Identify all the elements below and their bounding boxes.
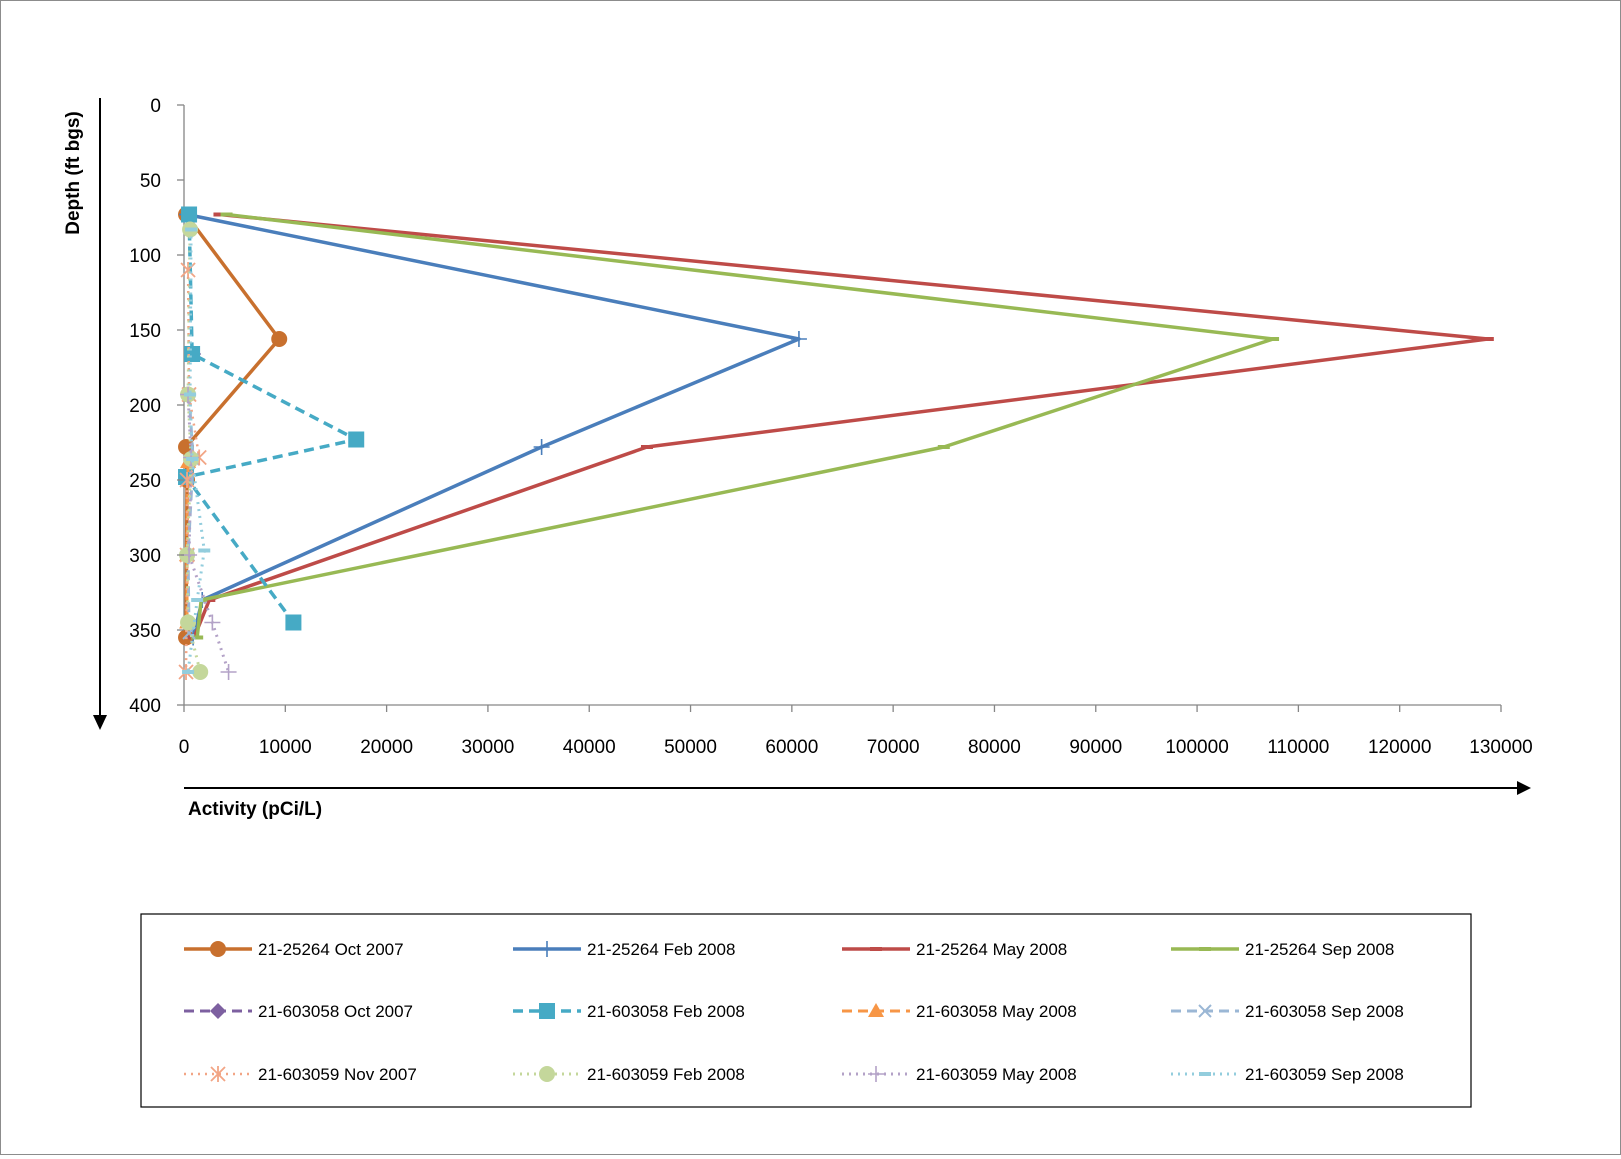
x-tick-label: 30000 bbox=[462, 737, 515, 758]
data-point bbox=[204, 614, 221, 631]
series-6 bbox=[178, 206, 365, 631]
data-point bbox=[180, 614, 197, 631]
x-tick-label: 90000 bbox=[1069, 737, 1122, 758]
x-tick-label: 110000 bbox=[1267, 737, 1329, 758]
x-tick-label: 120000 bbox=[1368, 737, 1431, 758]
series-line bbox=[195, 212, 1275, 638]
x-tick-label: 0 bbox=[179, 737, 190, 758]
series-3 bbox=[188, 212, 1494, 640]
legend-label: 21-25264 Sep 2008 bbox=[1245, 940, 1394, 959]
legend-marker bbox=[210, 1003, 226, 1019]
legend-label: 21-603059 May 2008 bbox=[916, 1065, 1077, 1084]
legend-box bbox=[140, 913, 1472, 1108]
legend-marker bbox=[539, 1066, 555, 1082]
y-tick-label: 400 bbox=[129, 696, 161, 717]
x-tick-label: 40000 bbox=[563, 737, 616, 758]
axis-arrows bbox=[93, 98, 1531, 795]
legend-label: 21-25264 Feb 2008 bbox=[587, 940, 735, 959]
legend-label: 21-25264 Oct 2007 bbox=[258, 940, 404, 959]
series-line bbox=[192, 212, 1490, 639]
legend-label: 21-603059 Feb 2008 bbox=[587, 1065, 745, 1084]
legend-marker bbox=[1198, 1004, 1212, 1018]
y-tick-label: 150 bbox=[129, 321, 161, 342]
y-tick-label: 0 bbox=[150, 96, 161, 117]
legend-label: 21-603059 Sep 2008 bbox=[1245, 1065, 1404, 1084]
legend-marker bbox=[539, 1003, 555, 1019]
data-point bbox=[181, 206, 198, 223]
legend-label: 21-603058 Sep 2008 bbox=[1245, 1002, 1404, 1021]
legend-marker bbox=[210, 1066, 226, 1082]
legend: 21-25264 Oct 2007 21-25264 Feb 2008 21-252… bbox=[140, 913, 1472, 1108]
series-4 bbox=[191, 212, 1280, 640]
legend-label: 21-603059 Nov 2007 bbox=[258, 1065, 417, 1084]
data-point bbox=[220, 664, 237, 680]
y-axis-title: Depth (ft bgs) bbox=[63, 111, 84, 234]
data-point bbox=[180, 262, 196, 278]
legend-marker bbox=[868, 1066, 884, 1082]
legend-marker bbox=[210, 941, 226, 957]
series-line bbox=[184, 213, 281, 638]
series-layer bbox=[178, 206, 1494, 680]
y-tick-labels: 0 50 100 150 200 250 300 350 400 bbox=[129, 96, 184, 717]
x-tick-label: 80000 bbox=[968, 737, 1021, 758]
legend-label: 21-603058 Oct 2007 bbox=[258, 1002, 413, 1021]
legend-entry: 21-603058 Feb 2008 bbox=[513, 1002, 745, 1021]
plot-area bbox=[183, 105, 1501, 706]
y-tick-label: 350 bbox=[129, 621, 161, 642]
y-tick-label: 300 bbox=[129, 546, 161, 567]
legend-entry: 21-25264 Sep 2008 bbox=[1171, 940, 1394, 959]
x-tick-label: 10000 bbox=[259, 737, 312, 758]
data-point bbox=[533, 439, 550, 455]
series-line bbox=[186, 394, 231, 673]
legend-entry: 21-603058 Oct 2007 bbox=[184, 1002, 413, 1021]
x-tick-label: 50000 bbox=[664, 737, 717, 758]
y-tick-label: 100 bbox=[129, 246, 161, 267]
data-point bbox=[348, 431, 365, 448]
x-tick-labels: 0 10000 20000 30000 40000 50000 60000 70000 8000… bbox=[179, 705, 1533, 758]
y-tick-label: 200 bbox=[129, 396, 161, 417]
legend-label: 21-603058 Feb 2008 bbox=[587, 1002, 745, 1021]
legend-entry: 21-25264 Feb 2008 bbox=[513, 940, 735, 959]
legend-entry: 21-603059 Sep 2008 bbox=[1171, 1065, 1404, 1084]
legend-marker bbox=[868, 1003, 884, 1017]
legend-entry: 21-25264 Oct 2007 bbox=[184, 940, 404, 959]
data-point bbox=[790, 331, 807, 347]
legend-entry: 21-25264 May 2008 bbox=[842, 940, 1067, 959]
data-point bbox=[285, 614, 302, 631]
y-tick-label: 50 bbox=[140, 171, 161, 192]
x-direction-arrowhead bbox=[1517, 781, 1531, 795]
legend-entry: 21-603059 Nov 2007 bbox=[184, 1065, 417, 1084]
legend-entry: 21-603059 May 2008 bbox=[842, 1065, 1077, 1084]
data-point bbox=[192, 664, 209, 680]
y-tick-label: 250 bbox=[129, 471, 161, 492]
data-point bbox=[184, 346, 201, 362]
x-axis-title: Activity (pCi/L) bbox=[188, 799, 322, 820]
x-tick-label: 20000 bbox=[360, 737, 413, 758]
series-line bbox=[184, 269, 201, 673]
legend-marker bbox=[539, 941, 555, 957]
x-tick-label: 60000 bbox=[765, 737, 818, 758]
legend-label: 21-603058 May 2008 bbox=[916, 1002, 1077, 1021]
legend-entry: 21-603059 Feb 2008 bbox=[513, 1065, 745, 1084]
x-tick-label: 130000 bbox=[1469, 737, 1532, 758]
x-tick-label: 100000 bbox=[1165, 737, 1228, 758]
x-tick-label: 70000 bbox=[867, 737, 920, 758]
data-point bbox=[271, 331, 288, 347]
y-direction-arrowhead bbox=[93, 715, 107, 730]
legend-label: 21-25264 May 2008 bbox=[916, 940, 1067, 959]
legend-entry: 21-603058 May 2008 bbox=[842, 1002, 1077, 1021]
series-12 bbox=[182, 227, 211, 674]
legend-entry: 21-603058 Sep 2008 bbox=[1171, 1002, 1404, 1021]
